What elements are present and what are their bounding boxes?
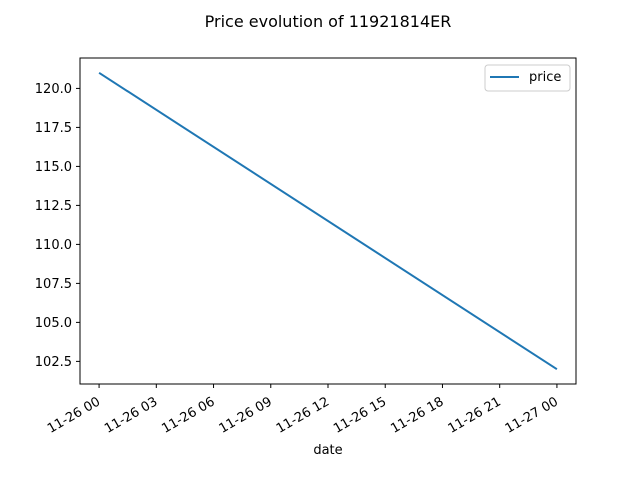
y-tick-label: 112.5 (35, 199, 72, 214)
x-axis-label: date (313, 443, 342, 458)
y-tick-label: 115.0 (35, 160, 72, 175)
y-tick-label: 102.5 (35, 355, 72, 370)
y-tick-label: 120.0 (35, 82, 72, 97)
legend-label-price: price (529, 70, 561, 85)
y-tick-label: 117.5 (35, 121, 72, 136)
y-axis-ticks: 102.5 105.0 107.5 110.0 112.5 115.0 117.5 120.0 (35, 82, 80, 370)
y-tick-label: 110.0 (35, 238, 72, 253)
legend-box (484, 64, 571, 92)
y-tick-label: 107.5 (35, 277, 72, 292)
y-tick-label: 105.0 (35, 316, 72, 331)
legend: price (484, 64, 571, 92)
chart-title: Price evolution of 11921814ER (205, 12, 452, 31)
series-line-price (98, 71, 558, 371)
